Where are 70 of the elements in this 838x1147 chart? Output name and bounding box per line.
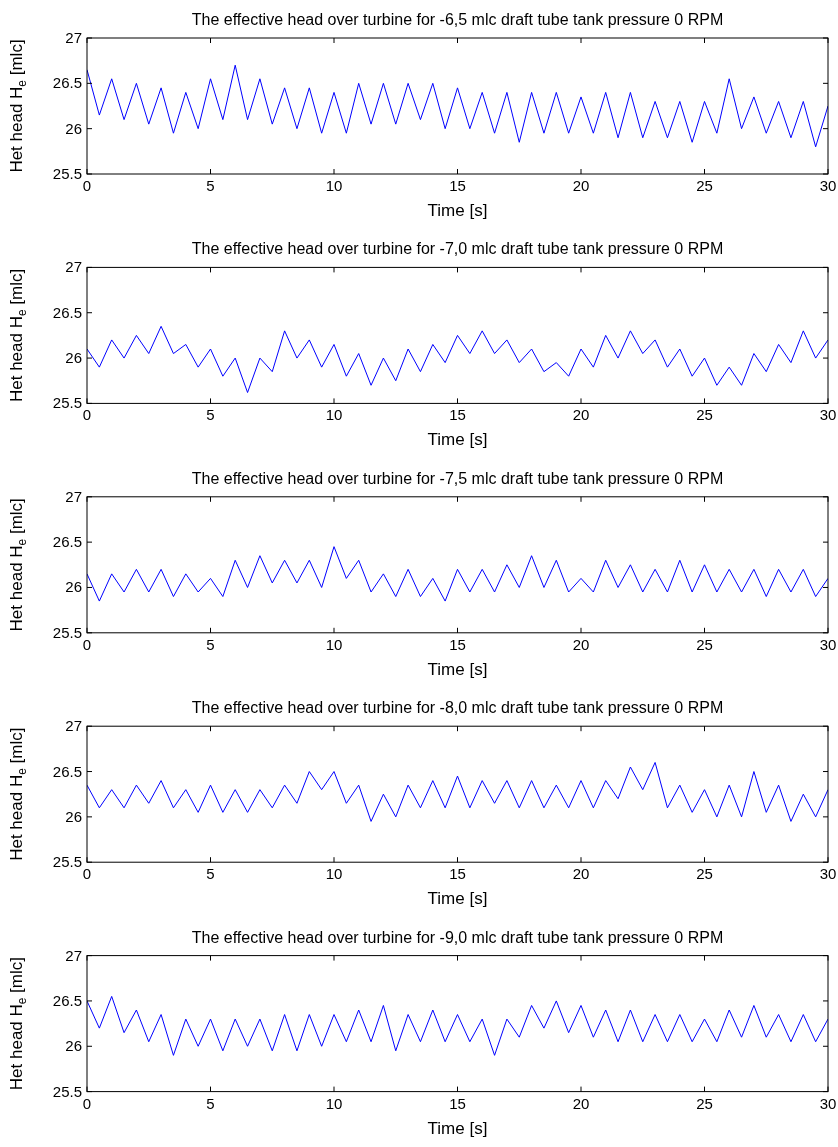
line-series [87, 761, 828, 822]
x-tick-label: 30 [819, 865, 837, 883]
x-tick-label: 10 [325, 177, 343, 194]
x-tick-label: 5 [206, 635, 215, 653]
x-tick-label: 0 [82, 865, 92, 883]
x-tick-label: 5 [206, 177, 215, 194]
x-tick-label: 25 [696, 635, 713, 653]
x-axis-title: Time [s] [427, 889, 488, 909]
x-tick-label: 15 [449, 1094, 466, 1112]
x-tick-label: 10 [325, 865, 343, 883]
y-tick-label: 25.5 [52, 394, 82, 412]
y-tick-label: 25.5 [52, 165, 82, 182]
x-tick-label: 25 [696, 406, 713, 424]
y-tick-label: 26 [65, 578, 82, 596]
chart-title: The effective head over turbine for -7,0 mlc draft tube tank pressure 0 RPM [191, 240, 724, 258]
x-tick-label: 0 [82, 635, 92, 653]
x-tick-label: 25 [696, 177, 713, 194]
x-tick-label: 20 [572, 1094, 590, 1112]
x-axis-title: Time [s] [427, 659, 488, 679]
y-tick-label: 26.5 [52, 991, 82, 1009]
line-series [87, 546, 828, 602]
y-tick-label: 26 [65, 119, 82, 137]
x-tick-label: 30 [819, 1094, 837, 1112]
x-tick-label: 25 [696, 1094, 713, 1112]
y-tick-label: 27 [65, 487, 82, 505]
y-tick-label: 25.5 [52, 853, 82, 871]
line-series [87, 64, 828, 148]
x-axis-title: Time [s] [427, 1118, 488, 1138]
x-tick-label: 15 [449, 865, 466, 883]
x-tick-label: 30 [819, 635, 837, 653]
y-tick-label: 26 [65, 1037, 82, 1055]
chart-title: The effective head over turbine for -7,5 mlc draft tube tank pressure 0 RPM [191, 469, 724, 487]
x-tick-label: 30 [819, 177, 837, 194]
x-tick-label: 15 [449, 177, 466, 194]
y-tick-label: 26.5 [52, 762, 82, 780]
x-tick-label: 5 [206, 406, 215, 424]
x-tick-label: 30 [819, 406, 837, 424]
x-tick-label: 20 [572, 406, 590, 424]
x-tick-label: 5 [206, 865, 215, 883]
x-tick-label: 20 [572, 865, 590, 883]
x-tick-label: 10 [325, 635, 343, 653]
chart-title: The effective head over turbine for -6,5 mlc draft tube tank pressure 0 RPM [191, 11, 724, 28]
x-tick-label: 15 [449, 635, 466, 653]
line-series [87, 325, 828, 394]
y-tick-label: 26 [65, 807, 82, 825]
y-tick-label: 27 [65, 717, 82, 735]
y-tick-label: 25.5 [52, 623, 82, 641]
x-tick-label: 20 [572, 635, 590, 653]
x-tick-label: 10 [325, 1094, 343, 1112]
y-tick-label: 26 [65, 349, 82, 367]
x-tick-label: 20 [572, 177, 590, 194]
chart-title: The effective head over turbine for -8,0 mlc draft tube tank pressure 0 RPM [191, 699, 724, 717]
y-tick-label: 26.5 [52, 533, 82, 551]
x-tick-label: 15 [449, 406, 466, 424]
chart-title: The effective head over turbine for -9,0 mlc draft tube tank pressure 0 RPM [191, 928, 724, 946]
y-tick-label: 27 [65, 258, 82, 276]
y-tick-label: 27 [65, 946, 82, 964]
x-tick-label: 25 [696, 865, 713, 883]
y-tick-label: 26.5 [52, 74, 82, 92]
y-tick-label: 27 [65, 29, 82, 46]
x-tick-label: 5 [206, 1094, 215, 1112]
line-series [87, 995, 828, 1056]
x-tick-label: 0 [82, 406, 92, 424]
x-tick-label: 0 [82, 1094, 92, 1112]
y-tick-label: 25.5 [52, 1082, 82, 1100]
x-tick-label: 10 [325, 406, 343, 424]
x-tick-label: 0 [82, 177, 92, 194]
y-tick-label: 26.5 [52, 303, 82, 321]
x-axis-title: Time [s] [427, 430, 488, 450]
x-axis-title: Time [s] [427, 201, 488, 220]
